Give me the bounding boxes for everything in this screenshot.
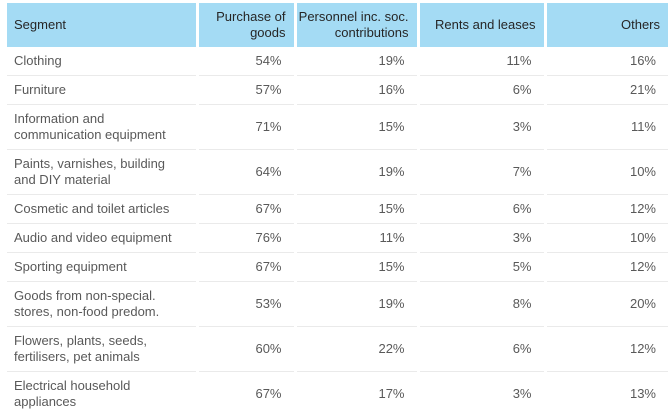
others-cell: 12% bbox=[545, 195, 668, 224]
table-row: Clothing 54% 19% 11% 16% bbox=[7, 47, 668, 76]
segment-cell: Furniture bbox=[7, 76, 197, 105]
personnel-cell: 15% bbox=[295, 253, 418, 282]
personnel-cell: 19% bbox=[295, 282, 418, 327]
column-header-segment: Segment bbox=[7, 3, 197, 47]
others-cell: 21% bbox=[545, 76, 668, 105]
others-cell: 13% bbox=[545, 372, 668, 416]
segment-cell: Information and communication equipment bbox=[7, 105, 197, 150]
segment-cell: Clothing bbox=[7, 47, 197, 76]
others-cell: 16% bbox=[545, 47, 668, 76]
rents-and-leases-cell: 8% bbox=[418, 282, 545, 327]
header-row: Segment Purchase of goods Personnel inc.… bbox=[7, 3, 668, 47]
table-row: Electrical household appliances 67% 17% … bbox=[7, 372, 668, 416]
personnel-cell: 15% bbox=[295, 105, 418, 150]
table-row: Furniture 57% 16% 6% 21% bbox=[7, 76, 668, 105]
purchase-of-goods-cell: 64% bbox=[197, 150, 295, 195]
table-row: Audio and video equipment 76% 11% 3% 10% bbox=[7, 224, 668, 253]
segment-cell: Sporting equipment bbox=[7, 253, 197, 282]
purchase-of-goods-cell: 54% bbox=[197, 47, 295, 76]
segment-cell: Audio and video equipment bbox=[7, 224, 197, 253]
rents-and-leases-cell: 6% bbox=[418, 76, 545, 105]
rents-and-leases-cell: 7% bbox=[418, 150, 545, 195]
purchase-of-goods-cell: 53% bbox=[197, 282, 295, 327]
purchase-of-goods-cell: 67% bbox=[197, 372, 295, 416]
personnel-cell: 22% bbox=[295, 327, 418, 372]
purchase-of-goods-cell: 71% bbox=[197, 105, 295, 150]
column-header-rents-and-leases: Rents and leases bbox=[418, 3, 545, 47]
purchase-of-goods-cell: 60% bbox=[197, 327, 295, 372]
rents-and-leases-cell: 3% bbox=[418, 105, 545, 150]
segment-cell: Goods from non-special. stores, non-food… bbox=[7, 282, 197, 327]
table-row: Flowers, plants, seeds, fertilisers, pet… bbox=[7, 327, 668, 372]
rents-and-leases-cell: 6% bbox=[418, 195, 545, 224]
table-row: Goods from non-special. stores, non-food… bbox=[7, 282, 668, 327]
others-cell: 11% bbox=[545, 105, 668, 150]
purchase-of-goods-cell: 76% bbox=[197, 224, 295, 253]
segment-cell: Flowers, plants, seeds, fertilisers, pet… bbox=[7, 327, 197, 372]
personnel-cell: 19% bbox=[295, 47, 418, 76]
column-header-others: Others bbox=[545, 3, 668, 47]
table-row: Paints, varnishes, building and DIY mate… bbox=[7, 150, 668, 195]
column-header-purchase-of-goods: Purchase of goods bbox=[197, 3, 295, 47]
table-row: Sporting equipment 67% 15% 5% 12% bbox=[7, 253, 668, 282]
others-cell: 10% bbox=[545, 224, 668, 253]
rents-and-leases-cell: 3% bbox=[418, 372, 545, 416]
rents-and-leases-cell: 3% bbox=[418, 224, 545, 253]
table-body: Clothing 54% 19% 11% 16% Furniture 57% 1… bbox=[7, 47, 668, 416]
personnel-cell: 11% bbox=[295, 224, 418, 253]
purchase-of-goods-cell: 57% bbox=[197, 76, 295, 105]
segment-cell: Paints, varnishes, building and DIY mate… bbox=[7, 150, 197, 195]
table-row: Information and communication equipment … bbox=[7, 105, 668, 150]
rents-and-leases-cell: 11% bbox=[418, 47, 545, 76]
others-cell: 12% bbox=[545, 327, 668, 372]
table-row: Cosmetic and toilet articles 67% 15% 6% … bbox=[7, 195, 668, 224]
rents-and-leases-cell: 6% bbox=[418, 327, 545, 372]
personnel-cell: 19% bbox=[295, 150, 418, 195]
personnel-cell: 15% bbox=[295, 195, 418, 224]
column-header-personnel: Personnel inc. soc. contributions bbox=[295, 3, 418, 47]
rents-and-leases-cell: 5% bbox=[418, 253, 545, 282]
personnel-cell: 17% bbox=[295, 372, 418, 416]
others-cell: 20% bbox=[545, 282, 668, 327]
segment-cell: Cosmetic and toilet articles bbox=[7, 195, 197, 224]
segment-cell: Electrical household appliances bbox=[7, 372, 197, 416]
others-cell: 12% bbox=[545, 253, 668, 282]
purchase-of-goods-cell: 67% bbox=[197, 253, 295, 282]
personnel-cell: 16% bbox=[295, 76, 418, 105]
purchase-of-goods-cell: 67% bbox=[197, 195, 295, 224]
segment-cost-structure-table: Segment Purchase of goods Personnel inc.… bbox=[7, 3, 668, 416]
others-cell: 10% bbox=[545, 150, 668, 195]
